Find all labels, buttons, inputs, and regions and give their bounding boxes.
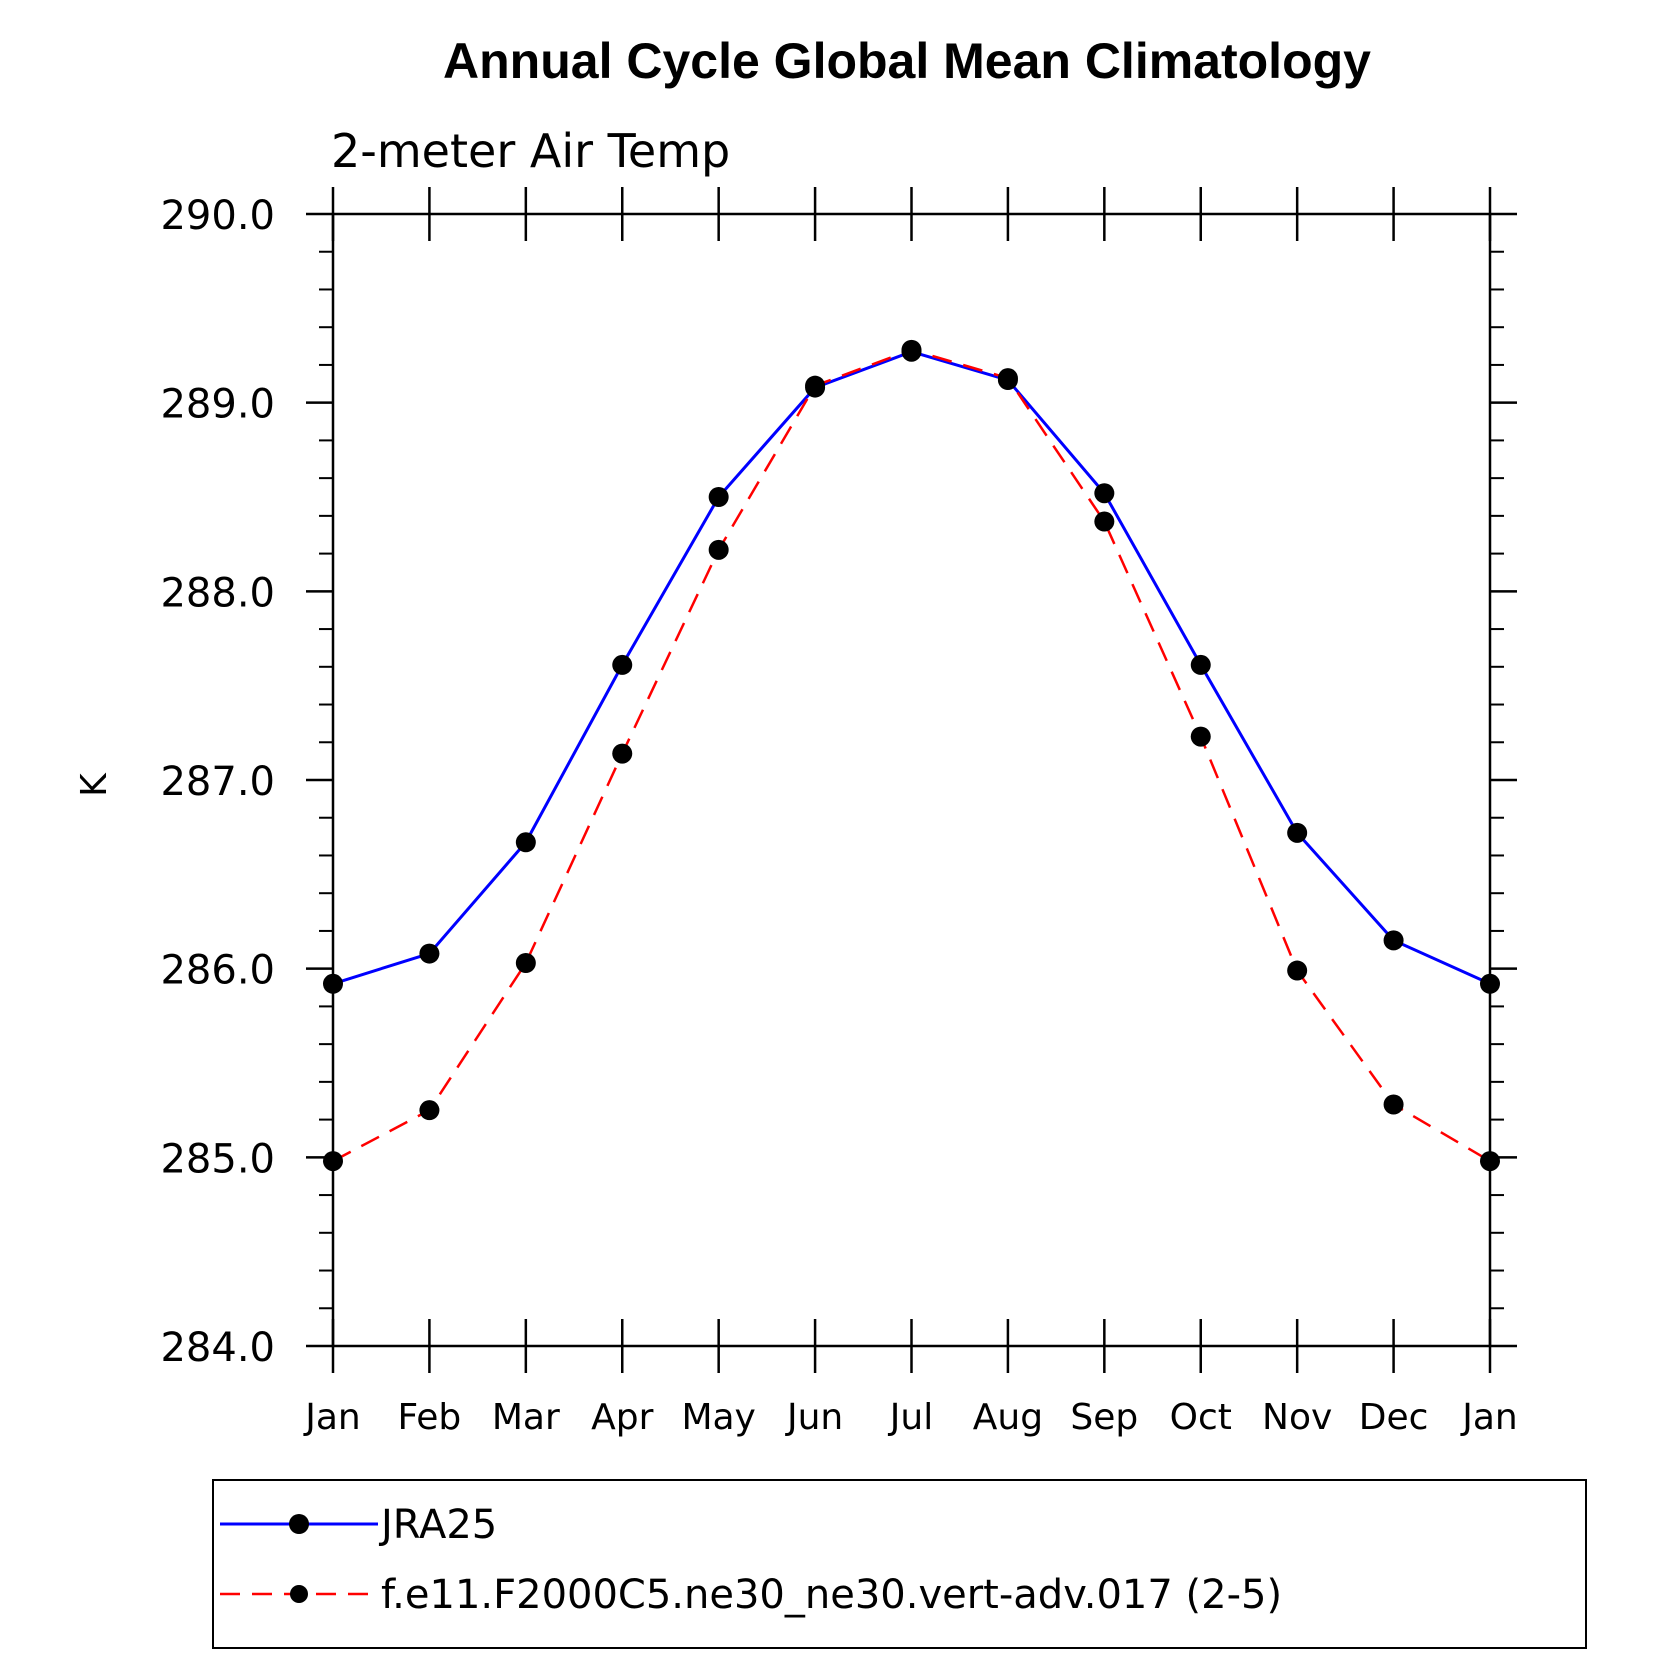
y-tick-label: 289.0 bbox=[160, 382, 275, 428]
x-tick-label: Aug bbox=[973, 1397, 1043, 1438]
legend-marker-2 bbox=[290, 1585, 308, 1603]
series-2-point bbox=[612, 743, 633, 764]
series-1-point bbox=[323, 973, 343, 994]
series-2-point bbox=[1287, 960, 1308, 981]
series-2-point bbox=[805, 375, 826, 396]
x-tick-label: Apr bbox=[591, 1397, 653, 1438]
plot-series bbox=[323, 339, 1500, 1172]
series-1-point bbox=[1287, 822, 1308, 843]
series-1-point bbox=[1383, 930, 1404, 951]
series-1-point bbox=[1480, 973, 1500, 994]
series-2-point bbox=[997, 368, 1018, 389]
legend-entry-2: f.e11.F2000C5.ne30_ne30.vert-adv.017 (2-… bbox=[220, 1572, 1282, 1618]
x-tick-label: Dec bbox=[1359, 1397, 1429, 1438]
plot-axes: Jan Feb Mar Apr May Jun Jul Aug Sep Oct Nov Dec Jan 2… bbox=[160, 187, 1518, 1438]
series-1-point bbox=[419, 943, 440, 964]
series-2-point bbox=[419, 1100, 440, 1121]
y-tick-label: 286.0 bbox=[160, 948, 275, 994]
x-tick-label: Mar bbox=[492, 1397, 560, 1438]
series-1-point bbox=[1190, 654, 1211, 675]
y-tick-label: 290.0 bbox=[160, 193, 275, 239]
x-tick-label: Nov bbox=[1262, 1397, 1332, 1438]
series-2-point bbox=[901, 339, 922, 360]
series-1-point bbox=[612, 654, 633, 675]
series-2-point bbox=[323, 1151, 343, 1172]
x-tick-label: May bbox=[681, 1397, 755, 1438]
chart-title: Annual Cycle Global Mean Climatology bbox=[443, 33, 1371, 89]
x-tick-label: Jun bbox=[785, 1397, 843, 1438]
y-tick-label: 284.0 bbox=[160, 1325, 275, 1371]
plot-frame bbox=[331, 212, 1492, 1348]
x-tick-label: Feb bbox=[398, 1397, 462, 1438]
legend-label-2: f.e11.F2000C5.ne30_ne30.vert-adv.017 (2-… bbox=[381, 1572, 1282, 1618]
x-tick-label: Oct bbox=[1170, 1397, 1232, 1438]
y-tick-label: 285.0 bbox=[160, 1136, 275, 1182]
series-2-point bbox=[1480, 1151, 1500, 1172]
y-tick-label: 287.0 bbox=[160, 759, 275, 805]
series-1-point bbox=[515, 832, 536, 853]
series-1-point bbox=[708, 487, 729, 507]
x-tick-label: Jan bbox=[303, 1397, 361, 1438]
series-2-point bbox=[1190, 726, 1211, 747]
y-tick-label: 288.0 bbox=[160, 570, 275, 616]
legend-box bbox=[212, 1479, 1587, 1649]
series-line-1 bbox=[332, 350, 1491, 986]
y-axis-label: K bbox=[74, 772, 115, 797]
series-line-2 bbox=[332, 348, 1491, 1163]
x-tick-label: Sep bbox=[1070, 1397, 1138, 1438]
series-2-point bbox=[515, 953, 536, 974]
legend: JRA25 f.e11.F2000C5.ne30_ne30.vert-adv.0… bbox=[212, 1479, 1587, 1649]
series-2-point bbox=[708, 539, 729, 560]
series-1-point bbox=[1094, 483, 1115, 504]
chart-subtitle: 2-meter Air Temp bbox=[331, 124, 730, 178]
x-tick-label: Jan bbox=[1460, 1397, 1518, 1438]
series-2-point bbox=[1094, 511, 1115, 532]
legend-entry-1: JRA25 bbox=[220, 1502, 497, 1548]
legend-label-1: JRA25 bbox=[378, 1502, 497, 1548]
legend-marker-1 bbox=[289, 1514, 309, 1534]
series-2-point bbox=[1383, 1094, 1404, 1115]
x-tick-label: Jul bbox=[888, 1397, 933, 1438]
